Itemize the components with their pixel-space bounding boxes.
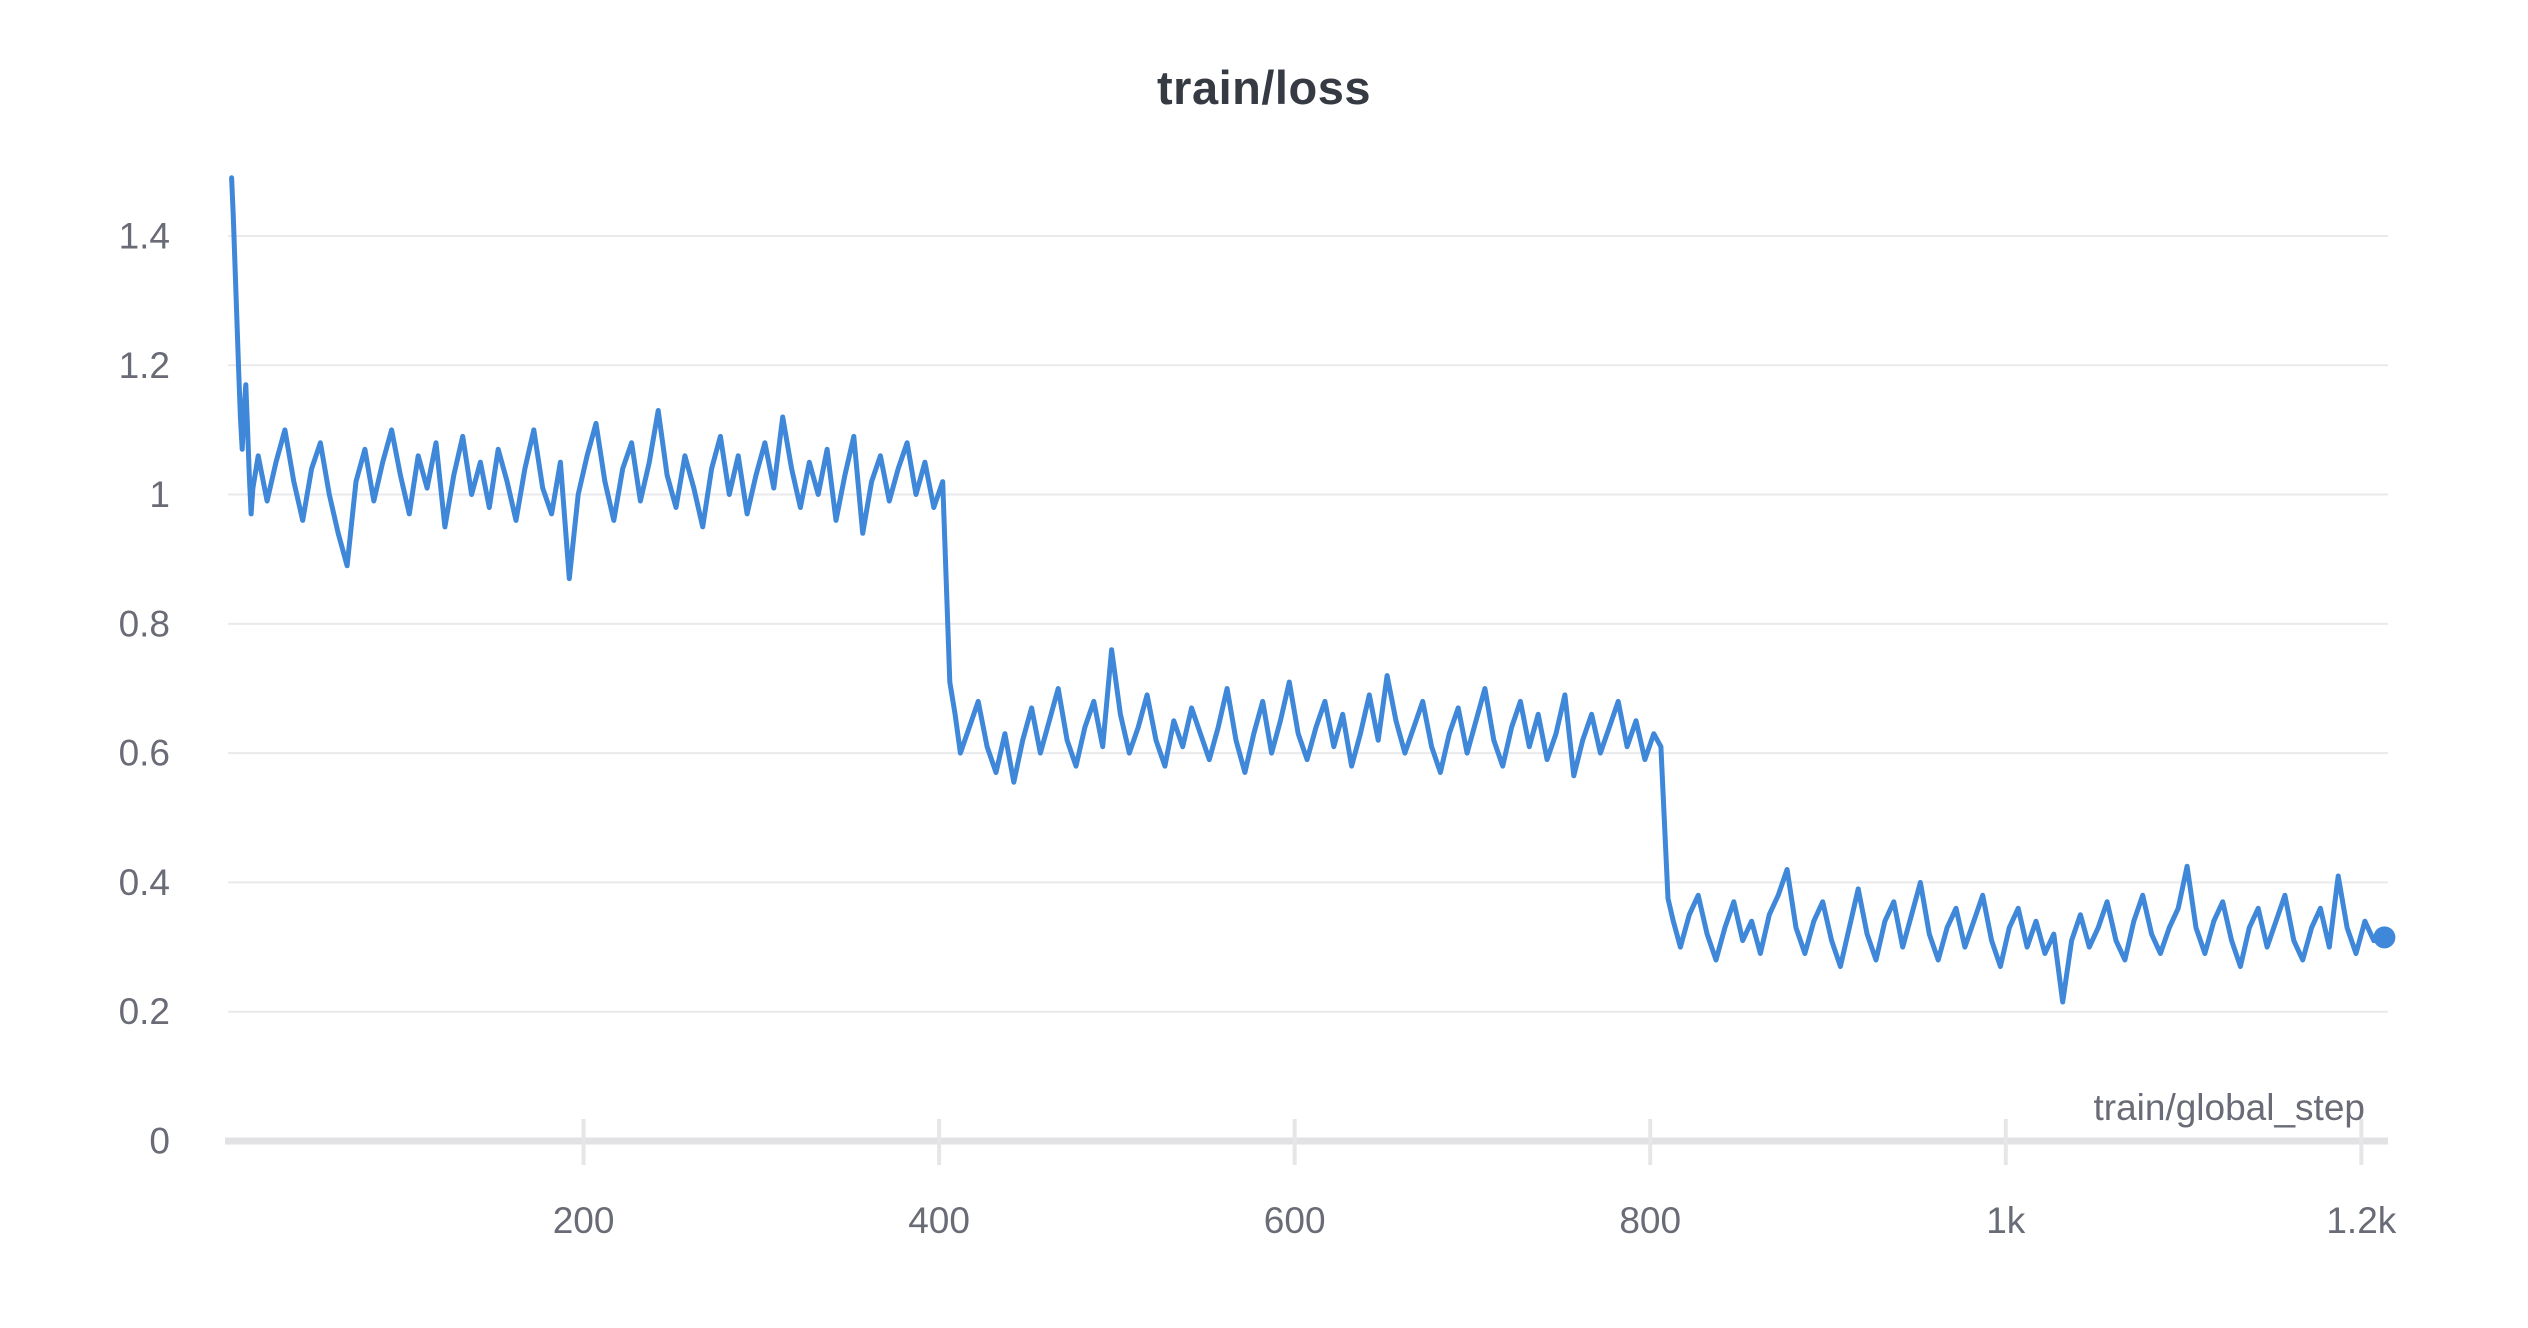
- x-tick-label: 400: [908, 1200, 970, 1241]
- y-tick-label: 1.2: [119, 345, 170, 386]
- x-tick-label: 800: [1619, 1200, 1681, 1241]
- y-tick-label: 0.6: [119, 733, 170, 774]
- y-tick-label: 1.4: [119, 215, 170, 256]
- y-tick-label: 0.4: [119, 862, 170, 903]
- gridlines: [228, 234, 2388, 1013]
- y-tick-label: 0: [149, 1121, 170, 1162]
- axes: [225, 1119, 2388, 1165]
- y-tick-label: 0.8: [119, 603, 170, 644]
- x-tick-label: 200: [553, 1200, 615, 1241]
- x-tick-label: 600: [1264, 1200, 1326, 1241]
- x-tick-label: 1.2k: [2326, 1200, 2396, 1241]
- y-tick-label: 0.2: [119, 991, 170, 1032]
- y-tick-label: 1: [149, 474, 170, 515]
- axis-tick-labels: 0 0.2 0.4 0.6 0.8 1 1.2 1.4 200 400 600 800 1k 1.2k: [119, 215, 2397, 1241]
- series-end-marker: [2373, 926, 2396, 949]
- loss-series-line[interactable]: [229, 175, 2387, 1005]
- chart-title: train/loss: [1157, 61, 1371, 114]
- x-axis-title: train/global_step: [2093, 1087, 2365, 1128]
- x-tick-label: 1k: [1986, 1200, 2026, 1241]
